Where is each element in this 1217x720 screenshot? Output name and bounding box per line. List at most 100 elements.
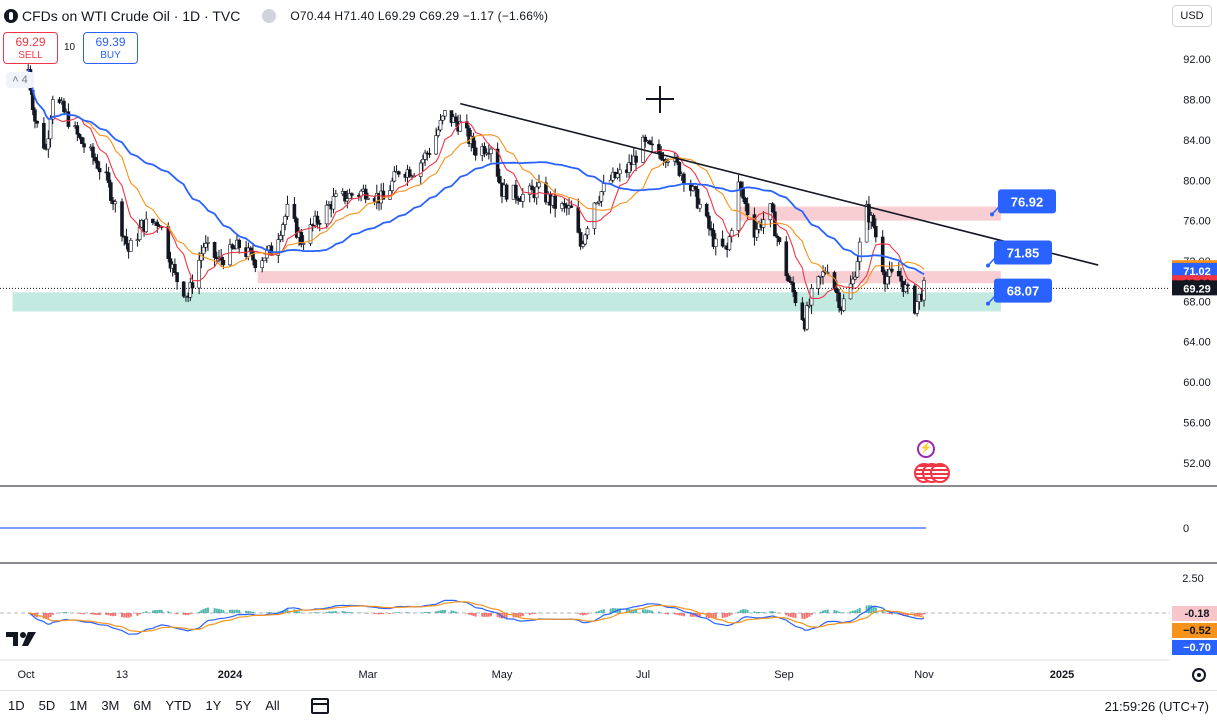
macd-histogram-bar [229, 609, 231, 613]
macd-histogram-bar [332, 611, 335, 613]
buy-button[interactable]: 69.39 BUY [83, 32, 138, 64]
spread-value: 10 [64, 42, 76, 53]
macd-histogram-bar [187, 613, 190, 616]
calendar-icon[interactable] [310, 697, 329, 714]
price-tick-label: 52.00 [1183, 458, 1211, 470]
macd-histogram-bar [785, 613, 788, 616]
macd-histogram-bar [698, 613, 701, 618]
macd-histogram-bar [581, 613, 584, 616]
candle-body [720, 238, 725, 247]
macd-histogram-bar [136, 613, 139, 616]
macd-histogram-bar [856, 609, 859, 613]
macd-histogram-bar [602, 609, 605, 613]
events-flags[interactable] [914, 463, 952, 483]
candle-body [331, 196, 336, 210]
candle-body [899, 275, 903, 282]
range-button-5d[interactable]: 5D [38, 698, 56, 713]
candle-body [809, 288, 814, 306]
macd-histogram-bar [314, 612, 317, 613]
candle-body [594, 202, 599, 205]
range-button-5y[interactable]: 5Y [235, 698, 252, 713]
macd-histogram-bar [517, 613, 520, 618]
candle-body [135, 239, 140, 241]
macd-histogram-bar [235, 609, 238, 613]
macd-histogram-bar [723, 613, 726, 618]
flash-icon[interactable]: ⚡ [917, 440, 935, 458]
macd-histogram-bar [465, 613, 468, 614]
candle-body [903, 284, 908, 292]
candle-body [173, 264, 177, 273]
macd-histogram-bar [501, 613, 503, 619]
buy-price: 69.39 [95, 35, 126, 49]
macd-histogram-bar [200, 610, 203, 613]
macd-histogram-bar [485, 613, 488, 617]
macd-histogram-bar [380, 613, 383, 615]
currency-selector[interactable]: USD [1172, 5, 1212, 27]
collapse-indicators-button[interactable]: ˄ 4 [6, 72, 34, 88]
flag-icon[interactable] [930, 463, 950, 483]
candle-body [203, 243, 208, 248]
range-button-1y[interactable]: 1Y [205, 698, 222, 713]
macd-histogram-bar [373, 613, 376, 615]
macd-histogram-bar [316, 612, 319, 613]
macd-label-bg [1172, 623, 1217, 638]
candle-body [253, 259, 258, 269]
range-button-3m[interactable]: 3M [101, 698, 120, 713]
macd-histogram-bar [792, 613, 795, 618]
symbol-title[interactable]: CFDs on WTI Crude Oil · 1D · TVC [22, 8, 241, 24]
clock[interactable]: 21:59:26 (UTC+7) [1104, 699, 1209, 714]
macd-histogram-bar [874, 607, 877, 613]
candle-body [562, 203, 567, 206]
candle-body [896, 270, 901, 277]
macd-histogram-bar [121, 613, 123, 618]
candle-body [585, 228, 590, 236]
macd-histogram-bar [577, 613, 580, 614]
range-button-6m[interactable]: 6M [133, 698, 152, 713]
macd-histogram-bar [521, 613, 524, 616]
macd-histogram-bar [890, 613, 893, 615]
buy-label: BUY [100, 50, 121, 61]
macd-histogram-bar [916, 613, 919, 617]
candle-body [343, 191, 347, 202]
candle-body [553, 195, 557, 209]
eye-icon[interactable] [262, 9, 277, 23]
candle-body [789, 281, 793, 283]
candle-body [434, 135, 438, 155]
macd-histogram-bar [801, 613, 804, 619]
macd-histogram-bar [872, 605, 875, 613]
macd-histogram-bar [851, 610, 854, 613]
macd-histogram-bar [160, 609, 163, 613]
macd-histogram-bar [840, 612, 843, 613]
candle-body [643, 136, 648, 142]
candle-body [221, 259, 226, 266]
macd-tick-label: 2.50 [1182, 573, 1203, 585]
macd-histogram-bar [579, 613, 582, 615]
candle-body [576, 207, 581, 233]
macd-histogram-bar [252, 611, 254, 613]
candle-body [498, 176, 502, 184]
macd-histogram-bar [586, 613, 589, 615]
macd-histogram-bar [268, 611, 271, 613]
callout-label: 68.07 [1007, 284, 1040, 299]
candle-body [104, 171, 109, 174]
range-button-1m[interactable]: 1M [69, 698, 88, 713]
macd-histogram-bar [773, 612, 776, 613]
macd-histogram-bar [367, 613, 369, 614]
time-tick-label: Jul [636, 669, 650, 681]
settings-icon[interactable] [1192, 668, 1206, 682]
macd-histogram-bar [341, 610, 344, 613]
macd-histogram-bar [42, 613, 45, 619]
sell-button[interactable]: 69.29 SELL [3, 32, 58, 64]
candle-body [615, 173, 620, 178]
range-button-all[interactable]: All [265, 698, 280, 713]
macd-histogram-bar [728, 613, 731, 616]
macd-histogram-bar [78, 613, 81, 614]
tradingview-logo[interactable] [6, 630, 40, 648]
price-chart[interactable]: 76.92 71.85 68.07 92.00 88.00 84.00 80.00 76.00… [0, 0, 1217, 690]
logo-icon [4, 9, 18, 23]
range-button-ytd[interactable]: YTD [165, 698, 192, 713]
macd-histogram-bar [625, 608, 628, 613]
candle-body [166, 226, 171, 259]
range-button-1d[interactable]: 1D [8, 698, 25, 713]
macd-histogram-bar [881, 610, 884, 613]
